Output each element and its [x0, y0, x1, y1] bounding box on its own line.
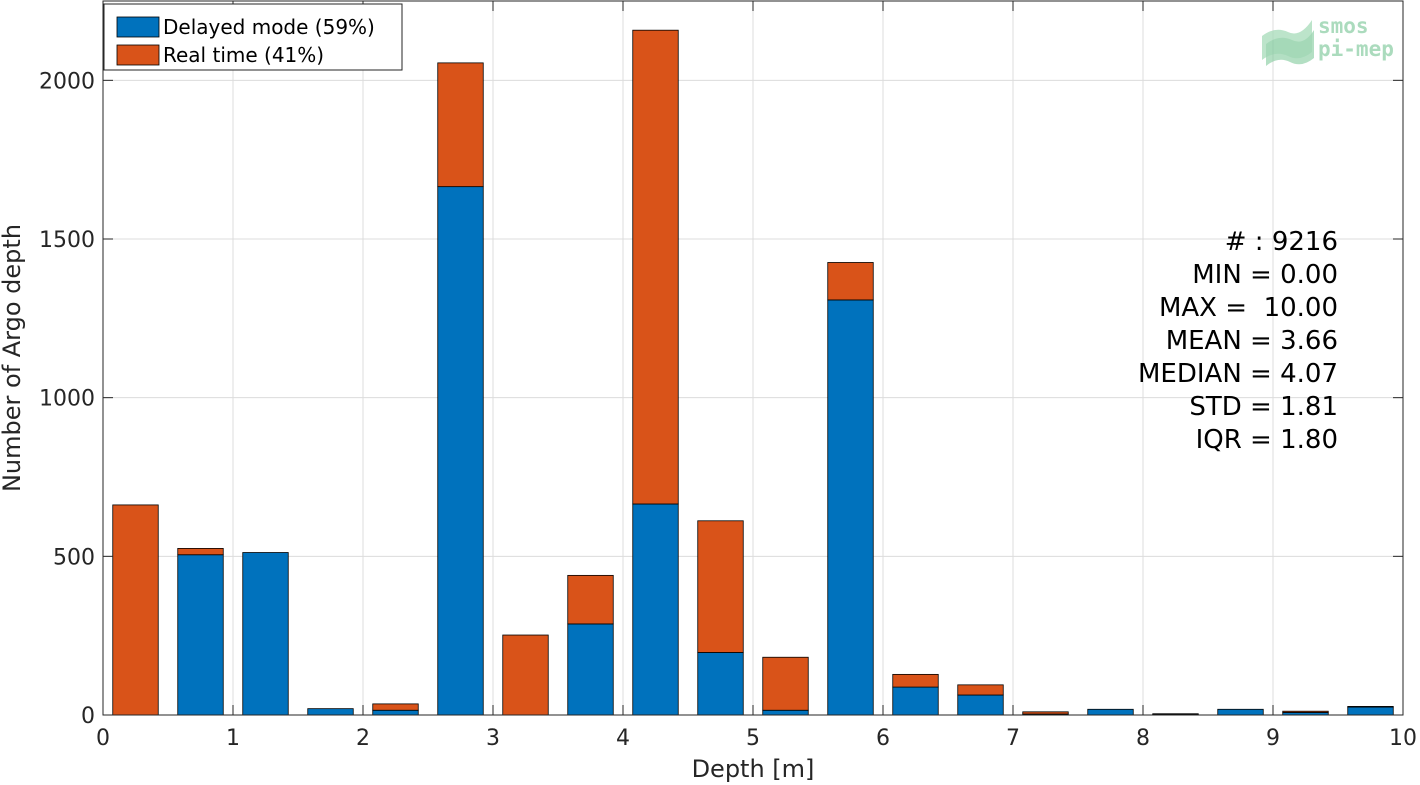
x-axis-label: Depth [m] — [692, 755, 815, 783]
bar-delayed-mode — [177, 554, 224, 716]
stat-min: MIN = 0.00 — [1192, 260, 1338, 290]
x-tick-label: 10 — [1389, 726, 1417, 751]
bar-real-time — [1282, 710, 1329, 713]
bar-real-time — [437, 62, 484, 188]
smos-pimep-logo: smos pi-mep — [1262, 14, 1394, 66]
y-tick-label: 2000 — [39, 69, 95, 94]
x-tick-label: 6 — [876, 726, 890, 751]
x-tick-labels: 0 1 2 3 4 5 6 7 8 9 10 — [96, 726, 1417, 751]
bar-delayed-mode — [827, 299, 874, 716]
bar-delayed-mode — [242, 552, 289, 716]
x-tick-label: 3 — [486, 726, 500, 751]
logo-wave-icon — [1262, 20, 1314, 66]
bar-real-time — [567, 574, 614, 625]
x-tick-label: 9 — [1266, 726, 1280, 751]
bar-real-time — [502, 634, 549, 716]
bar-real-time — [632, 29, 679, 505]
bar-delayed-mode — [632, 503, 679, 716]
legend: Delayed mode (59%) Real time (41%) — [103, 3, 403, 71]
legend-swatch-delayed — [116, 16, 160, 38]
legend-label-realtime: Real time (41%) — [163, 43, 324, 67]
bar-real-time — [762, 656, 809, 711]
y-tick-label: 0 — [81, 704, 95, 729]
y-tick-label: 1500 — [39, 228, 95, 253]
bar-delayed-mode — [307, 708, 354, 716]
bar-real-time — [1022, 711, 1069, 715]
bar-delayed-mode — [567, 623, 614, 716]
bar-delayed-mode — [1087, 708, 1134, 716]
stat-iqr: IQR = 1.80 — [1196, 425, 1338, 455]
x-tick-label: 5 — [746, 726, 760, 751]
bar-delayed-mode — [762, 709, 809, 716]
bar-delayed-mode — [437, 186, 484, 716]
logo-text-pimep: pi-mep — [1318, 37, 1394, 61]
bar-real-time — [1152, 713, 1199, 715]
legend-swatch-realtime — [116, 44, 160, 66]
stat-median: MEDIAN = 4.07 — [1138, 359, 1338, 389]
x-tick-label: 2 — [356, 726, 370, 751]
y-tick-labels: 0 500 1000 1500 2000 — [39, 69, 95, 729]
y-tick-label: 1000 — [39, 387, 95, 412]
bar-delayed-mode — [957, 694, 1004, 716]
bar-real-time — [827, 262, 874, 301]
y-tick-label: 500 — [53, 545, 95, 570]
y-axis-label: Number of Argo depth — [0, 224, 26, 492]
bar-delayed-mode — [892, 686, 939, 716]
axis-ticks — [102, 1, 1404, 716]
logo-text-smos: smos — [1318, 14, 1369, 38]
x-tick-label: 7 — [1006, 726, 1020, 751]
statistics-block: # : 9216 MIN = 0.00 MAX = 10.00 MEAN = 3… — [1138, 227, 1338, 455]
bar-delayed-mode — [1347, 706, 1394, 716]
legend-label-delayed: Delayed mode (59%) — [163, 15, 375, 39]
bar-real-time — [177, 548, 224, 556]
bar-real-time — [957, 684, 1004, 696]
bar-real-time — [1347, 706, 1394, 708]
bar-delayed-mode — [697, 652, 744, 716]
stat-mean: MEAN = 3.66 — [1166, 326, 1338, 356]
bar-real-time — [892, 673, 939, 688]
stat-std: STD = 1.81 — [1189, 392, 1338, 422]
bar-real-time — [372, 703, 419, 711]
bar-real-time — [697, 520, 744, 653]
x-tick-label: 4 — [616, 726, 630, 751]
x-tick-label: 0 — [96, 726, 110, 751]
bar-real-time — [112, 504, 159, 716]
stat-count: # : 9216 — [1225, 227, 1338, 257]
bar-delayed-mode — [372, 709, 419, 716]
bars — [112, 29, 1394, 716]
stat-max: MAX = 10.00 — [1159, 293, 1338, 323]
x-tick-label: 1 — [226, 726, 240, 751]
x-tick-label: 8 — [1136, 726, 1150, 751]
bar-delayed-mode — [1217, 708, 1264, 716]
